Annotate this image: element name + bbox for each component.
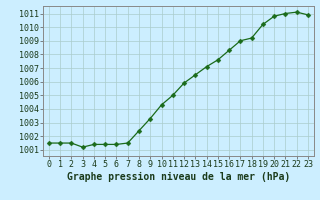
X-axis label: Graphe pression niveau de la mer (hPa): Graphe pression niveau de la mer (hPa) [67,172,290,182]
